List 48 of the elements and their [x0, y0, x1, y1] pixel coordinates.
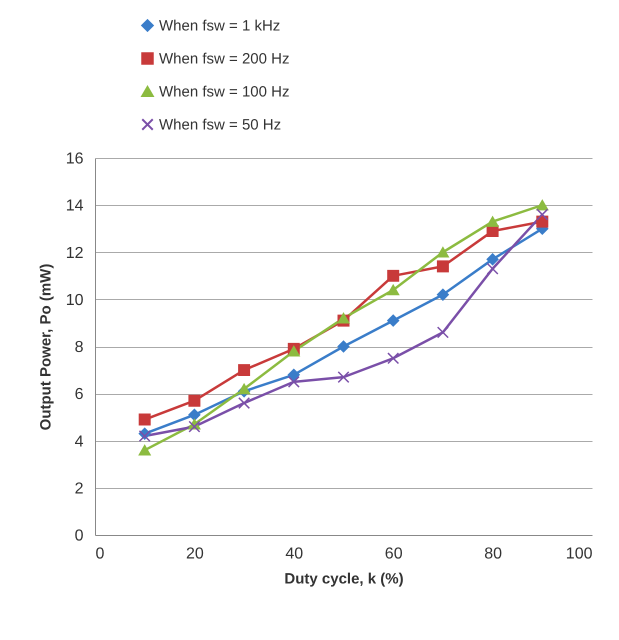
y-tick-label: 8 [74, 339, 84, 356]
y-axis-title: Output Power, Po (mW) [38, 264, 55, 430]
point [238, 364, 250, 376]
point [338, 371, 350, 384]
y-tick-label: 2 [74, 480, 84, 498]
y-tick-label: 12 [66, 244, 84, 262]
x-tick-label: 100 [566, 546, 593, 562]
point [338, 340, 350, 352]
y-tick-label: 10 [66, 292, 84, 309]
legend-label: When fsw = 200 Hz [159, 50, 290, 68]
y-tick-label: 16 [66, 150, 84, 168]
point [387, 270, 400, 282]
point [387, 352, 400, 364]
x-tick-label: 60 [384, 546, 403, 562]
point [238, 397, 250, 410]
point [338, 312, 350, 324]
point [288, 368, 300, 381]
point [387, 314, 400, 327]
point [188, 420, 200, 433]
point [288, 346, 300, 357]
point [436, 246, 449, 258]
point [188, 408, 200, 421]
point [138, 414, 151, 426]
y-tick-label: 4 [74, 433, 84, 450]
point [436, 260, 449, 272]
point [288, 376, 300, 388]
point [188, 394, 200, 407]
point [486, 253, 499, 266]
y-tick-label: 0 [74, 528, 84, 544]
x-tick-label: 80 [484, 546, 502, 562]
x-tick-label: 20 [186, 546, 204, 562]
y-tick-label: 14 [66, 198, 84, 215]
legend-label: When fsw = 50 Hz [159, 116, 282, 134]
point [536, 208, 548, 221]
y-tick-label: 6 [74, 386, 84, 404]
point [387, 284, 400, 296]
point [436, 326, 449, 338]
legend-label: When fsw = 1 kHz [159, 18, 280, 34]
x-tick-label: 40 [285, 546, 304, 562]
point [436, 288, 449, 301]
point [536, 200, 548, 210]
point [486, 216, 499, 227]
legend-label: When fsw = 100 Hz [159, 84, 290, 100]
point [138, 430, 151, 442]
x-axis-title: Duty cycle, k (%) [284, 570, 404, 588]
point [138, 444, 151, 456]
point [238, 384, 250, 394]
x-tick-label: 0 [96, 546, 104, 562]
